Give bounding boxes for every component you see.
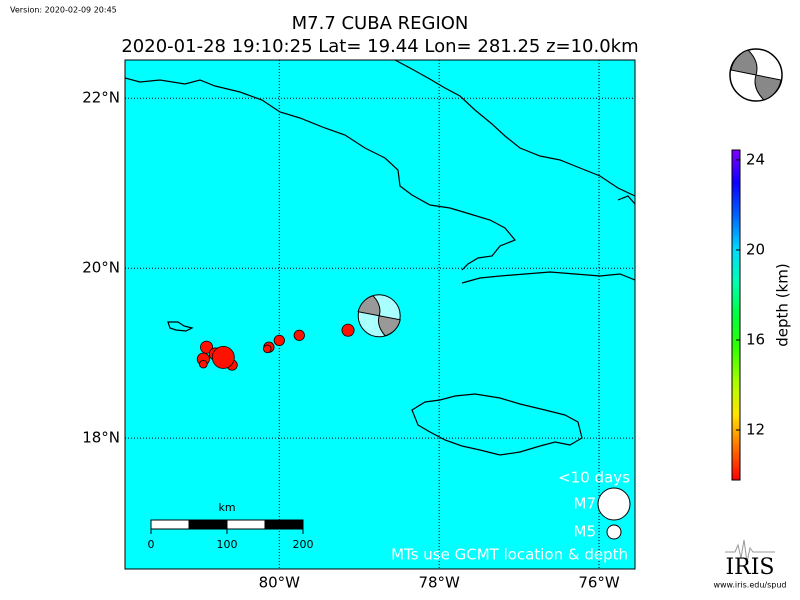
x-tick-label: 80°W [259, 574, 301, 592]
scale-tick-label: 200 [293, 538, 314, 551]
map-frame [124, 59, 636, 570]
scale-segment [226, 519, 266, 530]
event [293, 329, 305, 341]
y-tick-label: 22°N [82, 89, 120, 107]
corner-beachball [729, 48, 783, 102]
title: M7.7 CUBA REGION [292, 13, 469, 34]
legend-size-label: M5 [574, 523, 597, 541]
y-tick-label: 18°N [82, 429, 120, 447]
colorbar-tick-label: 16 [746, 330, 765, 348]
scale-tick-label: 0 [148, 538, 155, 551]
event [211, 345, 235, 369]
colorbar [731, 149, 741, 481]
colorbar-tick-label: 12 [746, 421, 765, 439]
event [263, 344, 272, 354]
event [341, 323, 355, 337]
event [273, 334, 285, 347]
scale-segment [150, 519, 190, 530]
x-tick-label: 76°W [578, 574, 620, 592]
scale-tick-label: 100 [217, 538, 238, 551]
legend-note: MTs use GCMT location & depth [391, 546, 628, 564]
legend-size [597, 487, 631, 521]
legend-period: <10 days [558, 469, 630, 487]
scale-segment [188, 519, 228, 530]
event [199, 359, 208, 369]
beachball-quadrant [357, 295, 381, 317]
subtitle: 2020-01-28 19:10:25 Lat= 19.44 Lon= 281.… [121, 36, 638, 57]
beachball-quadrant [377, 315, 401, 337]
colorbar-tick-label: 20 [746, 240, 765, 258]
logo-url: www.iris.edu/spud [713, 581, 786, 590]
colorbar-tick-label: 24 [746, 150, 765, 168]
scale-segment [264, 519, 304, 530]
logo: IRIS www.iris.edu/spud [713, 539, 787, 590]
legend-size [606, 524, 622, 540]
x-tick-label: 78°W [418, 574, 460, 592]
mechanism [357, 294, 401, 338]
logo-name: IRIS [725, 555, 774, 580]
coastlines [125, 60, 635, 456]
colorbar-label: depth (km) [774, 263, 792, 346]
event [200, 340, 214, 354]
scale-unit: km [218, 501, 235, 514]
y-tick-label: 20°N [82, 259, 120, 277]
version: Version: 2020-02-09 20:45 [10, 6, 117, 15]
legend-size-label: M7 [574, 495, 597, 513]
